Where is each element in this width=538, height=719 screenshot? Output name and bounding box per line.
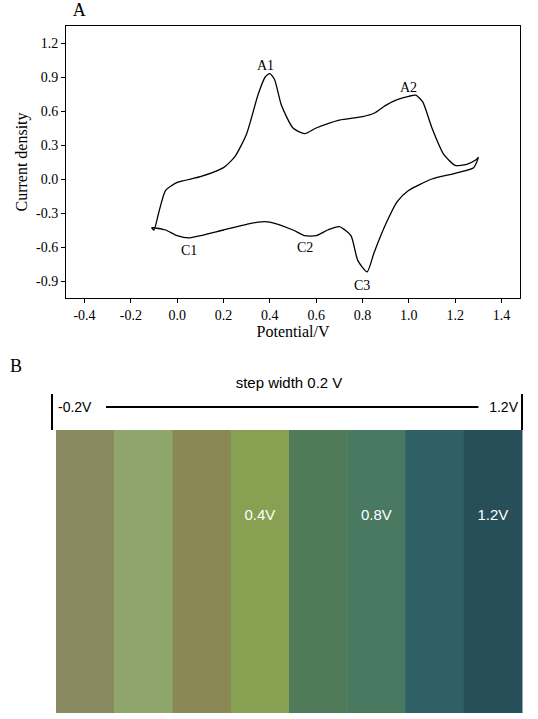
svg-text:C2: C2 [297,240,313,255]
svg-text:-0.2V: -0.2V [58,399,92,415]
svg-text:A2: A2 [400,80,417,95]
svg-text:A: A [73,0,86,20]
svg-text:-0.9: -0.9 [36,274,58,289]
svg-text:step width 0.2 V: step width 0.2 V [236,374,343,391]
svg-text:1.2V: 1.2V [489,399,518,415]
svg-text:C3: C3 [354,278,370,293]
svg-text:0.6: 0.6 [307,308,325,323]
svg-text:C1: C1 [181,243,197,258]
svg-text:1.2: 1.2 [446,308,464,323]
svg-text:1.2V: 1.2V [477,506,508,523]
svg-text:0.4: 0.4 [261,308,279,323]
svg-text:1.0: 1.0 [400,308,418,323]
svg-text:0.0: 0.0 [168,308,186,323]
svg-text:Potential/V: Potential/V [257,323,330,340]
svg-text:1.2: 1.2 [41,36,59,51]
svg-text:1.4: 1.4 [493,308,511,323]
svg-text:-0.6: -0.6 [36,240,58,255]
svg-text:0.6: 0.6 [41,104,59,119]
svg-text:0.0: 0.0 [41,172,59,187]
svg-text:0.8: 0.8 [354,308,372,323]
svg-text:0.2: 0.2 [215,308,233,323]
svg-text:-0.4: -0.4 [73,308,95,323]
svg-text:Current density: Current density [13,112,31,211]
svg-text:-0.3: -0.3 [36,206,58,221]
svg-text:0.3: 0.3 [41,138,59,153]
svg-text:0.8V: 0.8V [361,506,392,523]
svg-text:B: B [10,356,22,376]
svg-text:0.9: 0.9 [41,70,59,85]
svg-text:A1: A1 [257,58,274,73]
svg-text:0.4V: 0.4V [244,506,275,523]
svg-text:-0.2: -0.2 [120,308,142,323]
